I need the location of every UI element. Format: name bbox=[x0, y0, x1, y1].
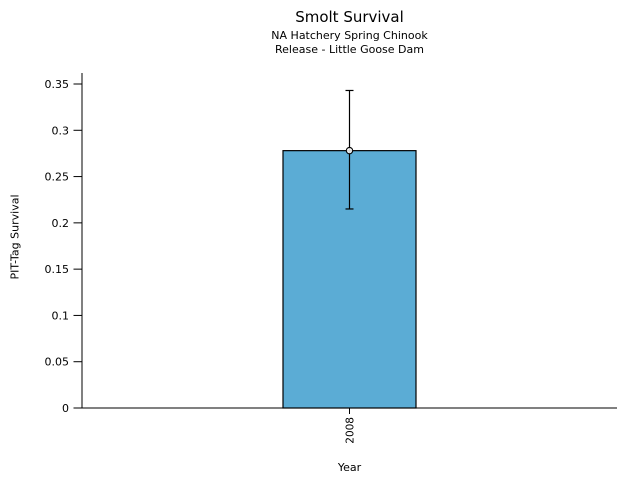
y-tick-label: 0.25 bbox=[45, 171, 70, 184]
y-tick-label: 0.1 bbox=[52, 309, 70, 322]
y-tick-label: 0.15 bbox=[45, 263, 70, 276]
chart-title: Smolt Survival bbox=[295, 8, 404, 26]
y-tick-label: 0.3 bbox=[52, 124, 70, 137]
y-tick-label: 0 bbox=[62, 402, 69, 415]
y-tick-label: 0.35 bbox=[45, 78, 70, 91]
y-tick-label: 0.05 bbox=[45, 356, 70, 369]
x-tick-label: 2008 bbox=[345, 417, 357, 444]
y-tick-label: 0.2 bbox=[52, 217, 70, 230]
chart-subtitle-line2: Release - Little Goose Dam bbox=[275, 43, 424, 56]
x-axis-label: Year bbox=[337, 461, 362, 474]
marker-open-circle bbox=[345, 146, 354, 155]
chart-subtitle-line1: NA Hatchery Spring Chinook bbox=[271, 29, 428, 42]
